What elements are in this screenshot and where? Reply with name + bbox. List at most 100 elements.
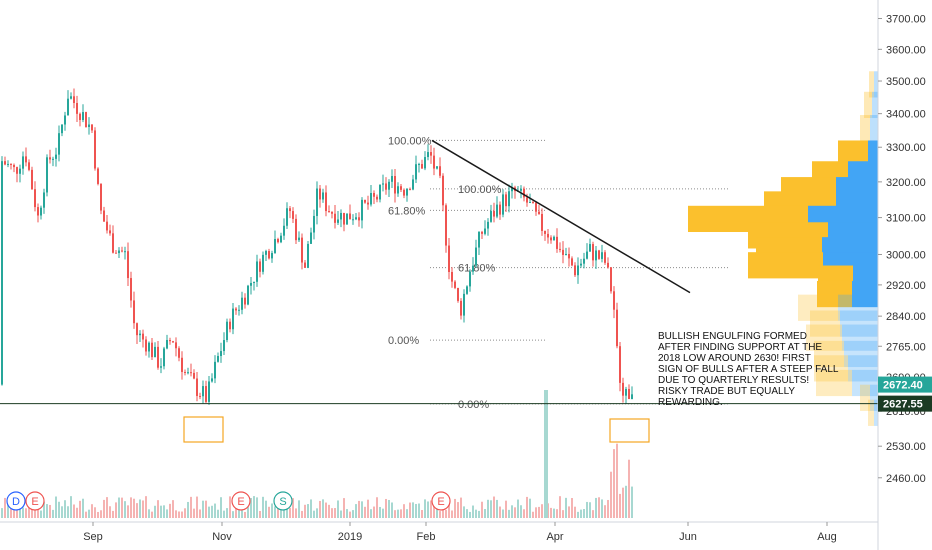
volume-bar — [577, 511, 579, 518]
candle-body — [556, 236, 558, 249]
y-tick-label: 2840.00 — [886, 311, 926, 323]
x-tick-label: 2019 — [338, 531, 362, 543]
volume-bar — [229, 496, 231, 518]
volume-bar — [580, 509, 582, 518]
volume-bar — [274, 506, 276, 518]
volume-bar — [277, 506, 279, 518]
volume-bar — [496, 499, 498, 518]
event-marker-e[interactable] — [231, 491, 251, 511]
candle-body — [157, 346, 159, 368]
candle-body — [340, 212, 342, 220]
volume-bar — [193, 508, 195, 518]
profile-up-bar — [874, 399, 878, 426]
candle-body — [103, 210, 105, 222]
volume-bar — [568, 506, 570, 518]
volume-bar — [418, 503, 420, 518]
event-marker-s[interactable] — [273, 491, 293, 511]
candle-body — [256, 261, 258, 282]
candle-body — [610, 267, 612, 292]
volume-bar — [469, 511, 471, 518]
candle-body — [607, 262, 609, 268]
volume-bar — [565, 497, 567, 518]
volume-bar — [139, 499, 141, 518]
volume-bar — [85, 511, 87, 518]
candle-body — [394, 176, 396, 194]
volume-bar — [631, 486, 633, 518]
volume-bar — [208, 506, 210, 518]
candle-body — [406, 188, 408, 196]
y-tick-label: 3500.00 — [886, 76, 926, 88]
candle-body — [133, 300, 135, 324]
candle-body — [322, 192, 324, 200]
event-marker-e[interactable] — [431, 491, 451, 511]
volume-bar — [292, 498, 294, 518]
candle-body — [316, 188, 318, 216]
volume-bar — [343, 498, 345, 518]
candle-body — [565, 253, 567, 255]
volume-bars — [1, 390, 633, 518]
candle-body — [511, 187, 513, 192]
volume-bar — [52, 509, 54, 518]
y-tick-label: 2460.00 — [886, 473, 926, 485]
candle-body — [67, 98, 69, 116]
volume-bar — [43, 501, 45, 518]
volume-bar — [499, 506, 501, 518]
volume-bar — [280, 505, 282, 518]
profile-up-bar — [870, 115, 878, 142]
profile-down-bar — [814, 355, 848, 382]
candle-body — [460, 300, 462, 316]
volume-bar — [403, 504, 405, 518]
candle-body — [160, 366, 162, 368]
volume-bar — [103, 499, 105, 518]
candle-body — [442, 175, 444, 206]
candle-body — [526, 197, 528, 203]
volume-bar — [82, 498, 84, 518]
candle-body — [28, 162, 30, 170]
volume-bar — [610, 471, 612, 518]
candle-body — [268, 251, 270, 259]
volume-bar — [283, 503, 285, 518]
candle-body — [469, 271, 471, 287]
candle-body — [310, 232, 312, 244]
profile-down-bar — [817, 280, 852, 308]
volume-bar — [556, 509, 558, 518]
candle-body — [238, 309, 240, 311]
candle-body — [535, 202, 537, 212]
candle-body — [346, 213, 348, 225]
volume-bar — [199, 509, 201, 518]
volume-bar — [190, 496, 192, 518]
candle-body — [397, 186, 399, 194]
volume-bar — [511, 505, 513, 518]
profile-up-bar — [852, 280, 878, 308]
volume-bar — [25, 508, 27, 518]
volume-bar — [628, 459, 630, 518]
volume-bar — [439, 511, 441, 518]
candle-body — [328, 211, 330, 213]
event-marker-d[interactable] — [6, 491, 26, 511]
candle-body — [451, 272, 453, 282]
volume-bar — [298, 500, 300, 518]
candle-body — [130, 278, 132, 301]
candle-body — [43, 192, 45, 208]
volume-bar — [364, 506, 366, 518]
candle-body — [253, 281, 255, 283]
candle-body — [448, 245, 450, 273]
event-marker-e[interactable] — [25, 491, 45, 511]
candle-body — [409, 188, 411, 190]
volume-bar — [58, 501, 60, 518]
volume-bar — [622, 487, 624, 518]
candle-body — [583, 258, 585, 264]
y-tick-label: 3300.00 — [886, 142, 926, 154]
candle-body — [274, 239, 276, 254]
volume-bar — [241, 510, 243, 518]
volume-bar — [76, 507, 78, 518]
candle-body — [19, 168, 21, 174]
candle-body — [211, 378, 213, 382]
candle-body — [250, 282, 252, 286]
volume-bar — [379, 506, 381, 518]
volume-bar — [358, 500, 360, 518]
profile-up-bar — [848, 355, 878, 382]
candle-body — [553, 236, 555, 241]
